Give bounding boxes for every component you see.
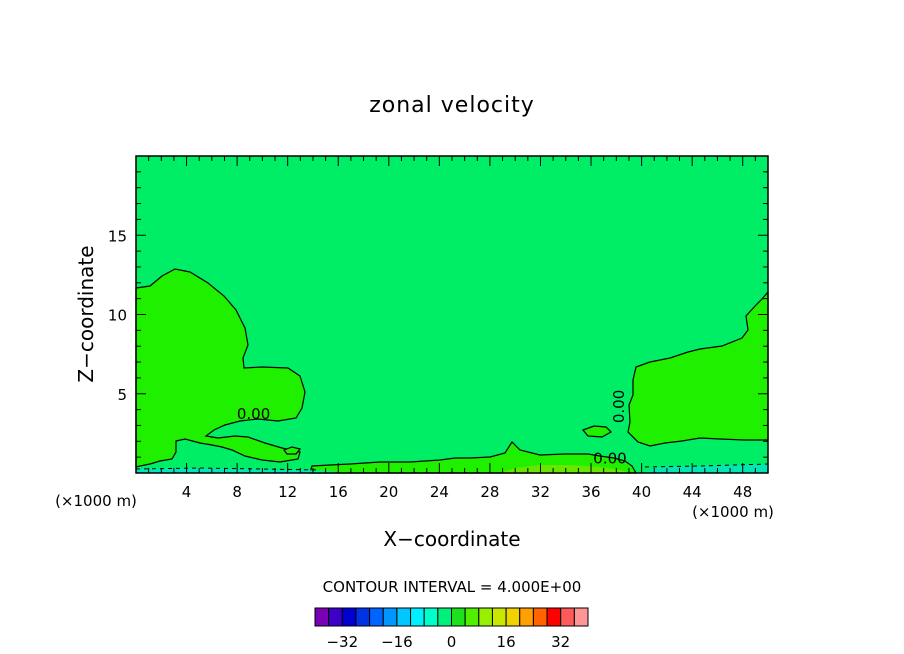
colorbar-tick-label: 32 (551, 633, 570, 651)
colorbar-swatch (396, 607, 412, 627)
x-tick-label: 44 (683, 483, 702, 501)
colorbar-swatch (519, 607, 534, 627)
x-tick-label: 36 (581, 483, 600, 501)
colorbar-swatch (314, 607, 330, 627)
colorbar-swatch (437, 607, 453, 627)
positive-region-right (627, 290, 769, 447)
colorbar-swatch (410, 607, 425, 627)
positive-blob-small (283, 446, 302, 455)
colorbar-swatch (505, 607, 521, 627)
y-axis: 5 10 15 (108, 171, 768, 458)
negative-contour-right (644, 463, 769, 468)
colorbar-swatch (478, 607, 493, 627)
y-tick-label: 10 (108, 307, 127, 325)
x-tick-label: 32 (531, 483, 550, 501)
colorbar-swatch (341, 607, 357, 627)
x-tick-label: 40 (632, 483, 651, 501)
colorbar-swatch (382, 607, 398, 627)
surface-high-band (500, 465, 630, 473)
x-axis: 4 8 12 16 20 24 28 32 36 40 44 48 (148, 156, 756, 501)
colorbar-tick-label: 16 (497, 633, 516, 651)
x-tick-label: 12 (278, 483, 297, 501)
colorbar-swatch (546, 607, 562, 627)
positive-region-left (135, 268, 306, 468)
plot-area: 0.00 0.00 0.00 (135, 155, 769, 474)
x-tick-label: 24 (430, 483, 449, 501)
colorbar-swatch (573, 607, 589, 627)
contour-interval-text: CONTOUR INTERVAL = 4.000E+00 (323, 578, 582, 596)
x-tick-label: 28 (480, 483, 499, 501)
colorbar-swatch (491, 607, 507, 627)
contour-label: 0.00 (610, 390, 628, 423)
x-unit-label-left: (×1000 m) (55, 492, 137, 510)
x-unit-label-right: (×1000 m) (692, 503, 774, 521)
colorbar-swatch (355, 607, 371, 627)
x-tick-label: 20 (379, 483, 398, 501)
surface-low-band-right (640, 464, 768, 473)
colorbar-swatch (560, 607, 575, 627)
colorbar-swatch (423, 607, 439, 627)
positive-blob-mid (581, 425, 612, 438)
contour-label: 0.00 (237, 405, 270, 423)
negative-contour-left (135, 467, 321, 471)
contour-labels: 0.00 0.00 0.00 (237, 390, 628, 468)
contour-label: 0.00 (593, 449, 626, 467)
colorbar-swatch (464, 607, 480, 627)
colorbar-tick-label: −16 (381, 633, 413, 651)
chart-title: zonal velocity (369, 93, 535, 118)
colorbar-swatch (532, 607, 548, 627)
colorbar-tick-label: 0 (447, 633, 457, 651)
y-tick-label: 5 (117, 386, 127, 404)
x-tick-label: 8 (232, 483, 242, 501)
x-tick-label: 16 (329, 483, 348, 501)
y-tick-label: 15 (108, 227, 127, 245)
colorbar-swatch (451, 607, 466, 627)
x-tick-label: 4 (182, 483, 192, 501)
x-tick-label: 48 (733, 483, 752, 501)
y-axis-label: Z−coordinate (74, 245, 98, 382)
x-axis-label: X−coordinate (383, 527, 520, 551)
colorbar-swatch (328, 607, 343, 627)
colorbar-tick-label: −32 (326, 633, 358, 651)
colorbar-swatch (369, 607, 384, 627)
colorbar: −32 −16 0 16 32 (314, 607, 589, 651)
